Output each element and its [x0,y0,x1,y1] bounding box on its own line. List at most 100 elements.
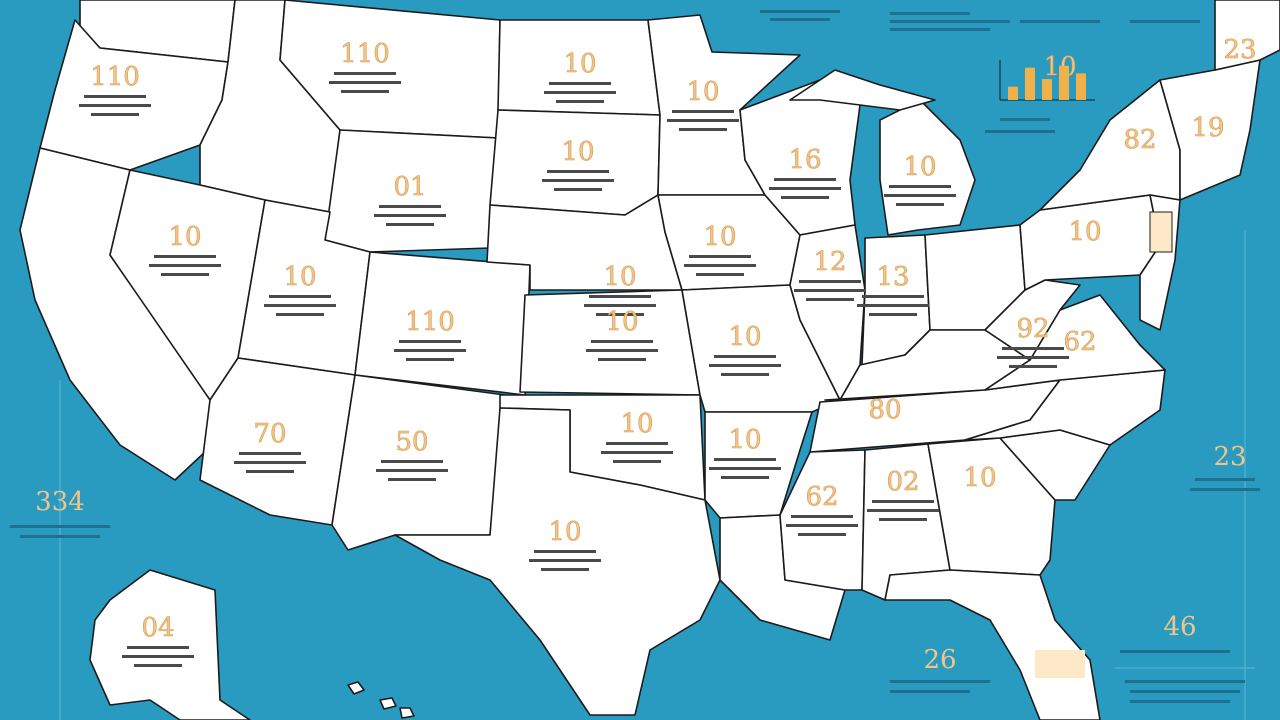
state-label-minnesota: 10 [667,77,739,131]
header-line [890,20,1010,23]
state-value: 10 [728,425,761,455]
state-caption-line [1002,347,1064,350]
side-stat-right-low: 46 [1163,612,1196,642]
side-stat-bottom: 26 [923,645,956,675]
mini-bar [1008,86,1018,100]
state-michigan-up[interactable] [789,69,936,111]
state-labels: 110 10 110 01 10 110 70 50 10 10 10 10 10 10 10 10 10 10 1… [79,35,1257,667]
state-caption-line [264,304,336,307]
state-caption-line [341,90,389,93]
state-caption-line [689,255,751,258]
state-label-montana: 110 [329,39,401,93]
side-line [890,680,990,683]
state-caption-line [161,273,209,276]
state-caption-line [374,214,446,217]
state-caption-line [672,110,734,113]
state-label-michigan: 10 [884,152,956,206]
state-value: 10 [605,307,638,337]
state-caption-line [394,349,466,352]
header-line [770,18,830,21]
state-label-missouri: 10 [709,322,781,376]
state-caption-line [544,91,616,94]
state-label-indiana: 13 [857,262,929,316]
state-caption-line [598,358,646,361]
state-caption-line [127,646,189,649]
state-value-pa-label: 10 [1068,217,1101,247]
state-value-me-label: 23 [1223,35,1256,65]
state-label-arizona: 70 [234,419,306,473]
state-label-arkansas: 10 [709,425,781,479]
state-value: 10 [168,222,201,252]
state-value: 62 [805,482,838,512]
state-maine[interactable] [1214,0,1280,71]
state-label-colorado: 110 [394,307,466,361]
header-line [1020,20,1100,23]
side-line [1130,700,1230,703]
state-caption-line [709,467,781,470]
state-caption-line [667,119,739,122]
state-caption-line [542,179,614,182]
state-michigan[interactable] [879,99,976,236]
state-label-wisconsin: 16 [769,145,841,199]
state-caption-line [869,313,917,316]
header-line [760,10,840,13]
state-label-new-mexico: 50 [376,427,448,481]
header-line [1000,118,1050,121]
state-value: 10 [283,262,316,292]
state-florida[interactable] [884,569,1101,720]
state-caption-line [889,185,951,188]
florida-highlight [1035,650,1085,678]
state-caption-line [791,515,853,518]
state-value-ny-label: 82 [1123,125,1156,155]
state-label-illinois: 12 [794,247,866,301]
state-caption-line [234,461,306,464]
state-value: 10 [561,137,594,167]
state-caption-line [79,104,151,107]
state-caption-line [799,280,861,283]
state-caption-line [774,178,836,181]
state-label-oklahoma: 10 [601,409,673,463]
state-label-west-virginia: 92 [997,314,1069,368]
state-caption-line [709,364,781,367]
state-caption-line [584,304,656,307]
header-text-lines [10,10,1260,703]
mini-bar-chart [999,60,1095,101]
side-stat-right-mid: 23 [1213,442,1246,472]
state-alaska[interactable] [89,569,251,720]
state-value: 92 [1016,314,1049,344]
side-line [1130,690,1240,693]
state-caption-line [534,550,596,553]
state-caption-line [406,358,454,361]
state-caption-line [786,524,858,527]
state-caption-line [149,264,221,267]
state-caption-line [601,451,673,454]
state-north-carolina[interactable] [964,369,1166,446]
state-caption-line [586,349,658,352]
state-caption-line [679,128,727,131]
state-caption-line [246,470,294,473]
side-line [20,535,100,538]
state-new-jersey-highlight[interactable] [1149,211,1173,253]
state-caption-line [547,170,609,173]
state-hawaii-1[interactable] [347,681,365,695]
state-value: 10 [728,322,761,352]
state-caption-line [879,518,927,521]
state-value: 16 [788,145,821,175]
state-value: 10 [620,409,653,439]
mini-bar [1059,65,1069,100]
state-label-alabama: 02 [867,467,939,521]
state-hawaii-2[interactable] [379,697,397,710]
state-hawaii-3[interactable] [399,707,415,719]
state-label-texas: 10 [529,517,601,571]
state-label-nevada: 10 [149,222,221,276]
state-caption-line [329,81,401,84]
state-value: 50 [395,427,428,457]
header-line [985,130,1055,133]
state-caption-line [872,500,934,503]
state-value: 04 [141,613,174,643]
side-line [1120,650,1230,653]
state-caption-line [721,373,769,376]
state-caption-line [721,476,769,479]
state-caption-line [376,469,448,472]
